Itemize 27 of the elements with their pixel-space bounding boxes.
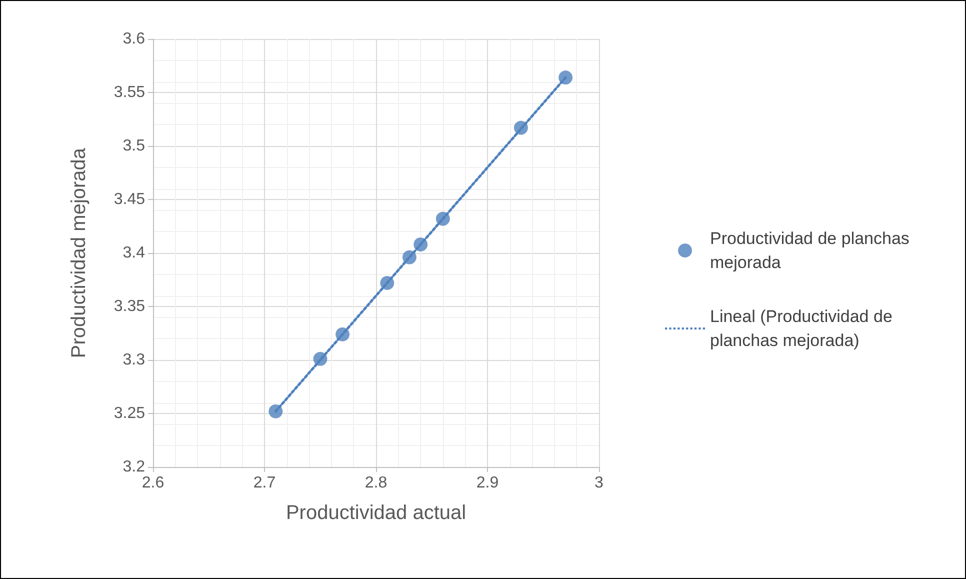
y-tick-label: 3.35 [114,298,146,315]
x-axis-title: Productividad actual [286,502,466,524]
x-tick-label: 2.6 [142,474,164,492]
y-tick-label: 3.5 [122,138,146,154]
point [380,276,394,290]
x-tick-label: 2.8 [364,474,388,492]
x-tick-label: 2.9 [476,474,499,492]
point [436,212,450,226]
point [414,237,428,252]
point [558,70,573,85]
y-axis-title: Productividad mejorada [68,147,90,358]
y-tick-label: 3.3 [122,352,146,368]
x-tick-label: 3 [594,474,604,492]
point [402,250,416,264]
y-tick-label: 3.2 [122,458,146,476]
point [514,120,528,135]
x-tick-label: 2.7 [253,474,276,492]
legend-label: Productividad de planchas mejorada [710,229,914,272]
y-tick-label: 3.4 [122,244,146,262]
point [336,327,350,342]
y-tick-label: 3.45 [114,191,146,208]
y-tick-label: 3.55 [114,84,146,101]
legend-label: Lineal (Productividad de planchas mejorada) [710,307,898,350]
y-tick-label: 3.6 [122,30,146,48]
point [313,352,328,366]
point [268,404,283,418]
y-tick-label: 3.25 [114,405,146,422]
